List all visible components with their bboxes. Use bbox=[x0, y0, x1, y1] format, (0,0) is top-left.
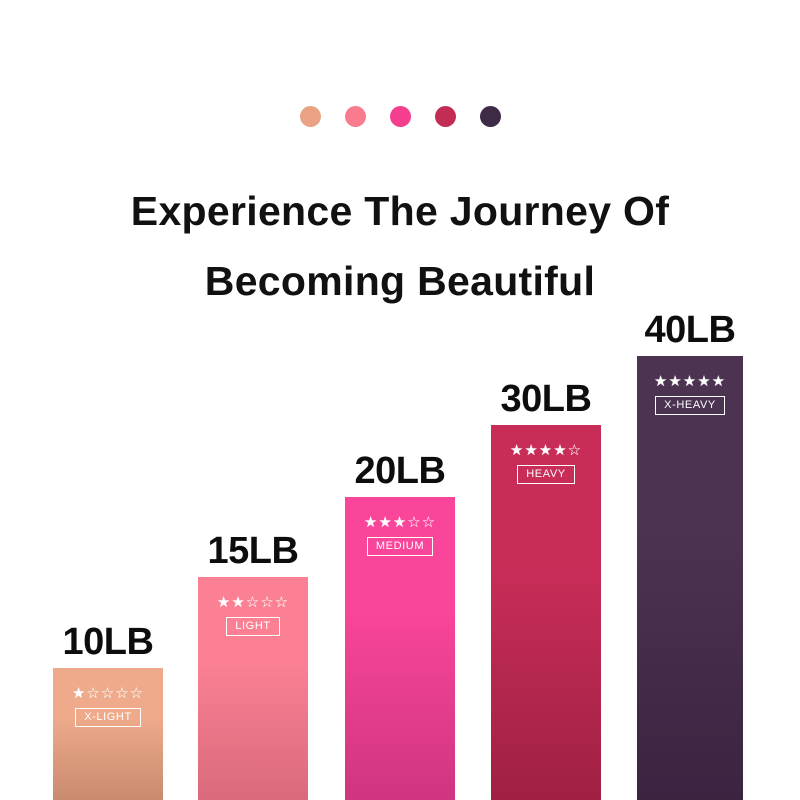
star-rating-icon: ★★★☆☆ bbox=[363, 514, 437, 531]
bar-badge: ★★★☆☆ MEDIUM bbox=[345, 515, 455, 556]
bar-40lb: ★★★★★ X-HEAVY bbox=[637, 356, 743, 800]
dot-medium bbox=[389, 106, 411, 127]
bar-weight-label: 10LB bbox=[62, 621, 154, 663]
bar-group-10lb: 10LB ★☆☆☆☆ X-LIGHT bbox=[53, 623, 163, 800]
dot-heavy bbox=[434, 106, 456, 127]
dot-x-light bbox=[299, 106, 321, 127]
bar-10lb: ★☆☆☆☆ X-LIGHT bbox=[53, 668, 163, 800]
star-rating-icon: ★★☆☆☆ bbox=[216, 594, 290, 611]
bar-badge: ★★★★☆ HEAVY bbox=[491, 443, 601, 484]
bar-group-30lb: 30LB ★★★★☆ HEAVY bbox=[491, 380, 601, 800]
tier-label: X-HEAVY bbox=[655, 396, 725, 415]
bar-group-15lb: 15LB ★★☆☆☆ LIGHT bbox=[198, 532, 308, 800]
star-rating-icon: ★☆☆☆☆ bbox=[71, 685, 145, 702]
bar-fill bbox=[637, 356, 743, 800]
bar-fill bbox=[491, 425, 601, 800]
star-rating-icon: ★★★★★ bbox=[653, 373, 727, 390]
bar-group-20lb: 20LB ★★★☆☆ MEDIUM bbox=[345, 452, 455, 800]
bar-fill bbox=[53, 668, 163, 800]
star-rating-icon: ★★★★☆ bbox=[509, 442, 583, 459]
tier-label: LIGHT bbox=[226, 617, 280, 636]
bar-badge: ★☆☆☆☆ X-LIGHT bbox=[53, 686, 163, 727]
tier-label: X-LIGHT bbox=[75, 708, 141, 727]
tier-label: MEDIUM bbox=[366, 537, 434, 556]
page-title-line-1: Experience The Journey Of bbox=[130, 188, 670, 235]
bar-weight-label: 20LB bbox=[354, 450, 446, 492]
page-title: Experience The Journey Of Becoming Beaut… bbox=[0, 176, 800, 316]
bar-fill bbox=[345, 497, 455, 800]
dot-x-heavy bbox=[479, 106, 501, 127]
bar-group-40lb: 40LB ★★★★★ X-HEAVY bbox=[637, 311, 743, 800]
bar-15lb: ★★☆☆☆ LIGHT bbox=[198, 577, 308, 800]
bar-weight-label: 15LB bbox=[207, 530, 299, 572]
bar-fill bbox=[198, 577, 308, 800]
bar-badge: ★★★★★ X-HEAVY bbox=[637, 374, 743, 415]
bar-30lb: ★★★★☆ HEAVY bbox=[491, 425, 601, 800]
bar-20lb: ★★★☆☆ MEDIUM bbox=[345, 497, 455, 800]
bar-weight-label: 40LB bbox=[644, 309, 736, 351]
bar-weight-label: 30LB bbox=[500, 378, 592, 420]
bar-badge: ★★☆☆☆ LIGHT bbox=[198, 595, 308, 636]
page-title-line-2: Becoming Beautiful bbox=[204, 258, 596, 305]
dot-light bbox=[344, 106, 366, 127]
color-swatch-row bbox=[0, 106, 800, 127]
tier-label: HEAVY bbox=[517, 465, 575, 484]
